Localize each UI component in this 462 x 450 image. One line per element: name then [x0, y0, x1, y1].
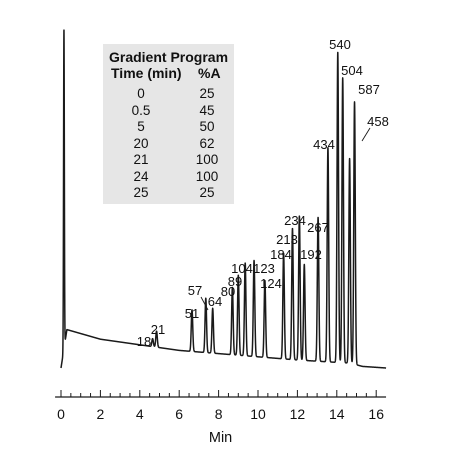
gradient-program-table: Gradient Program Time (min) %A 0 25 0.5 45 5… [103, 44, 234, 204]
x-tick-label: 4 [136, 406, 144, 422]
percent-a-column-header: %A [198, 65, 221, 81]
gradient-table-title: Gradient Program [108, 49, 229, 65]
x-tick-label: 2 [97, 406, 105, 422]
time-cell: 0.5 [131, 102, 151, 118]
trace-layer [60, 29, 387, 369]
peak-label-123: 123 [253, 261, 275, 276]
time-cell: 20 [133, 135, 149, 151]
peak-label-184: 184 [270, 247, 292, 262]
peak-label-21: 21 [151, 322, 165, 337]
percent-a-cell: 100 [195, 168, 219, 184]
time-cell: 25 [133, 185, 149, 200]
peak-leader-line [200, 296, 209, 311]
peak-label-18: 18 [137, 334, 151, 349]
percent-a-cell: 62 [199, 135, 215, 151]
peak-label-458: 458 [367, 114, 389, 129]
peak-leader-line [361, 127, 371, 142]
peak-label-57: 57 [188, 283, 202, 298]
x-axis: 0 2 4 6 8 10 12 14 16 Min [55, 390, 387, 446]
percent-a-cell: 45 [199, 102, 215, 118]
time-cell: 21 [133, 152, 149, 167]
peak-label-434: 434 [313, 137, 335, 152]
x-tick-label: 14 [329, 406, 345, 422]
time-cell: 24 [133, 168, 149, 184]
x-tick-label: 10 [250, 406, 266, 422]
peak-label-267: 267 [307, 220, 329, 235]
peak-label-64: 64 [208, 294, 222, 309]
x-tick-label: 0 [57, 406, 65, 422]
peak-label-89: 89 [228, 274, 242, 289]
x-tick-label: 6 [175, 406, 183, 422]
percent-a-cell: 100 [195, 152, 219, 167]
peak-label-587: 587 [358, 82, 380, 97]
peak-label-104: 104 [231, 261, 253, 276]
peak-label-504: 504 [341, 63, 363, 78]
chromatogram-trace [60, 29, 387, 369]
peak-label-192: 192 [300, 247, 322, 262]
percent-a-cell: 25 [199, 185, 215, 200]
x-tick-label: 8 [215, 406, 223, 422]
time-cell: 0 [137, 86, 145, 101]
peak-label-540: 540 [329, 37, 351, 52]
peak-label-51: 51 [185, 306, 199, 321]
x-tick-label: 16 [368, 406, 384, 422]
time-cell: 5 [137, 119, 145, 134]
peak-label-234: 234 [284, 213, 306, 228]
peak-label-213: 213 [276, 232, 298, 247]
peak-label-124: 124 [260, 276, 282, 291]
x-tick-label: 12 [290, 406, 306, 422]
peak-label-80: 80 [221, 284, 235, 299]
percent-a-cell: 25 [199, 86, 215, 101]
percent-a-cell: 50 [199, 119, 215, 134]
time-column-header: Time (min) [111, 65, 182, 81]
x-axis-title: Min [209, 430, 232, 446]
